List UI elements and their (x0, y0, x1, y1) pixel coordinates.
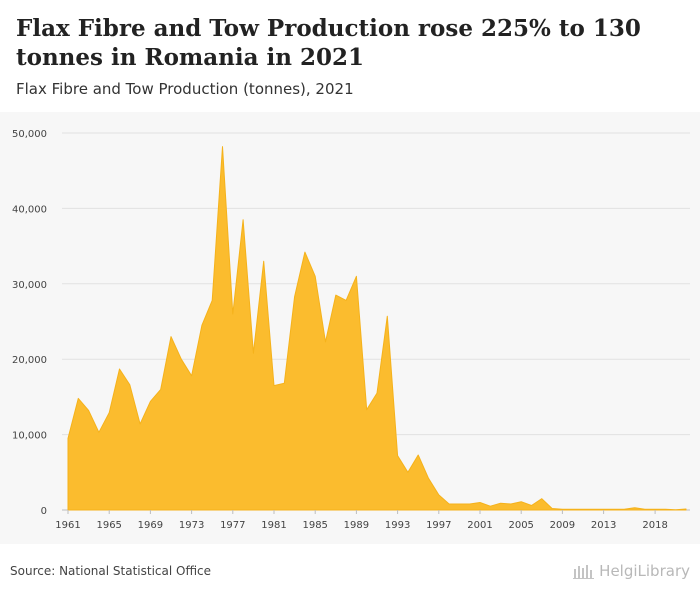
data-point[interactable] (168, 334, 174, 340)
data-point[interactable] (364, 407, 370, 413)
brand-name: HelgiLibrary (599, 562, 690, 580)
chart-header: Flax Fibre and Tow Production rose 225% … (0, 0, 700, 112)
data-point[interactable] (590, 506, 596, 512)
data-point[interactable] (261, 258, 267, 264)
data-point[interactable] (199, 322, 205, 328)
x-tick-label: 2005 (508, 520, 533, 531)
data-point[interactable] (250, 350, 256, 356)
x-tick-label: 1997 (426, 520, 451, 531)
source-note: Source: National Statistical Office (10, 564, 212, 578)
y-tick-label: 0 (41, 506, 47, 517)
data-point[interactable] (333, 292, 339, 298)
x-tick-label: 2001 (467, 520, 492, 531)
data-point[interactable] (292, 294, 298, 300)
x-tick-label: 1969 (138, 520, 163, 531)
data-point[interactable] (302, 249, 308, 255)
data-point[interactable] (518, 499, 524, 505)
x-tick-label: 2009 (550, 520, 575, 531)
chart-subtitle: Flax Fibre and Tow Production (tonnes), … (16, 80, 354, 98)
data-point[interactable] (436, 492, 442, 498)
x-tick-label: 1993 (385, 520, 410, 531)
data-point[interactable] (487, 503, 493, 509)
data-point[interactable] (117, 366, 123, 372)
data-point[interactable] (312, 273, 318, 279)
y-tick-label: 40,000 (12, 204, 47, 215)
data-point[interactable] (147, 398, 153, 404)
data-point[interactable] (621, 506, 627, 512)
data-point[interactable] (415, 452, 421, 458)
data-point[interactable] (65, 435, 71, 441)
x-tick-label: 1965 (96, 520, 121, 531)
data-point[interactable] (384, 313, 390, 319)
data-point[interactable] (456, 501, 462, 507)
data-point[interactable] (240, 217, 246, 223)
x-axis: 1961 1965 1969 1973 1977 1981 1985 1989 1993 1997… (55, 510, 668, 531)
data-point[interactable] (189, 373, 195, 379)
data-point[interactable] (343, 297, 349, 303)
data-point[interactable] (230, 311, 236, 317)
data-point[interactable] (683, 506, 689, 512)
y-tick-label: 30,000 (12, 280, 47, 291)
y-tick-label: 50,000 (12, 129, 47, 140)
data-point[interactable] (137, 421, 143, 427)
data-point[interactable] (446, 501, 452, 507)
x-tick-label: 2013 (591, 520, 616, 531)
data-point[interactable] (178, 356, 184, 362)
data-point[interactable] (353, 273, 359, 279)
data-point[interactable] (642, 506, 648, 512)
data-point[interactable] (209, 297, 215, 303)
data-point[interactable] (539, 496, 545, 502)
data-point[interactable] (281, 380, 287, 386)
data-point[interactable] (426, 475, 432, 481)
data-point[interactable] (529, 503, 535, 509)
y-axis: 0 10,000 20,000 30,000 40,000 50,000 (12, 129, 47, 517)
data-point[interactable] (96, 429, 102, 435)
data-point[interactable] (220, 144, 226, 150)
data-point[interactable] (323, 339, 329, 345)
data-point[interactable] (86, 408, 92, 414)
data-point[interactable] (632, 505, 638, 511)
data-point[interactable] (374, 390, 380, 396)
data-point[interactable] (106, 410, 112, 416)
x-tick-label: 1961 (55, 520, 80, 531)
data-point[interactable] (498, 500, 504, 506)
data-point[interactable] (611, 506, 617, 512)
area-chart: 0 10,000 20,000 30,000 40,000 50,000 1961 1965… (12, 129, 690, 531)
chart-title: Flax Fibre and Tow Production rose 225% … (16, 15, 641, 71)
x-tick-label: 1977 (220, 520, 245, 531)
data-point[interactable] (395, 453, 401, 459)
x-tick-label: 1989 (344, 520, 369, 531)
data-point[interactable] (477, 500, 483, 506)
x-tick-label: 1981 (261, 520, 286, 531)
data-point[interactable] (158, 386, 164, 392)
area-series-path (67, 146, 687, 511)
library-icon (573, 565, 595, 579)
x-tick-label: 1973 (179, 520, 204, 531)
brand-logo: HelgiLibrary (573, 562, 690, 580)
data-point[interactable] (673, 507, 679, 513)
data-point[interactable] (127, 382, 133, 388)
x-tick-label: 1985 (302, 520, 327, 531)
data-point[interactable] (271, 383, 277, 389)
data-point[interactable] (570, 506, 576, 512)
y-tick-label: 10,000 (12, 431, 47, 442)
data-point[interactable] (662, 506, 668, 512)
data-point[interactable] (467, 501, 473, 507)
data-point[interactable] (549, 506, 555, 512)
x-tick-label: 2018 (642, 520, 667, 531)
data-point[interactable] (580, 506, 586, 512)
y-tick-label: 20,000 (12, 355, 47, 366)
area-series (65, 144, 689, 513)
data-point[interactable] (75, 395, 81, 401)
data-point[interactable] (405, 469, 411, 475)
data-point[interactable] (508, 501, 514, 507)
